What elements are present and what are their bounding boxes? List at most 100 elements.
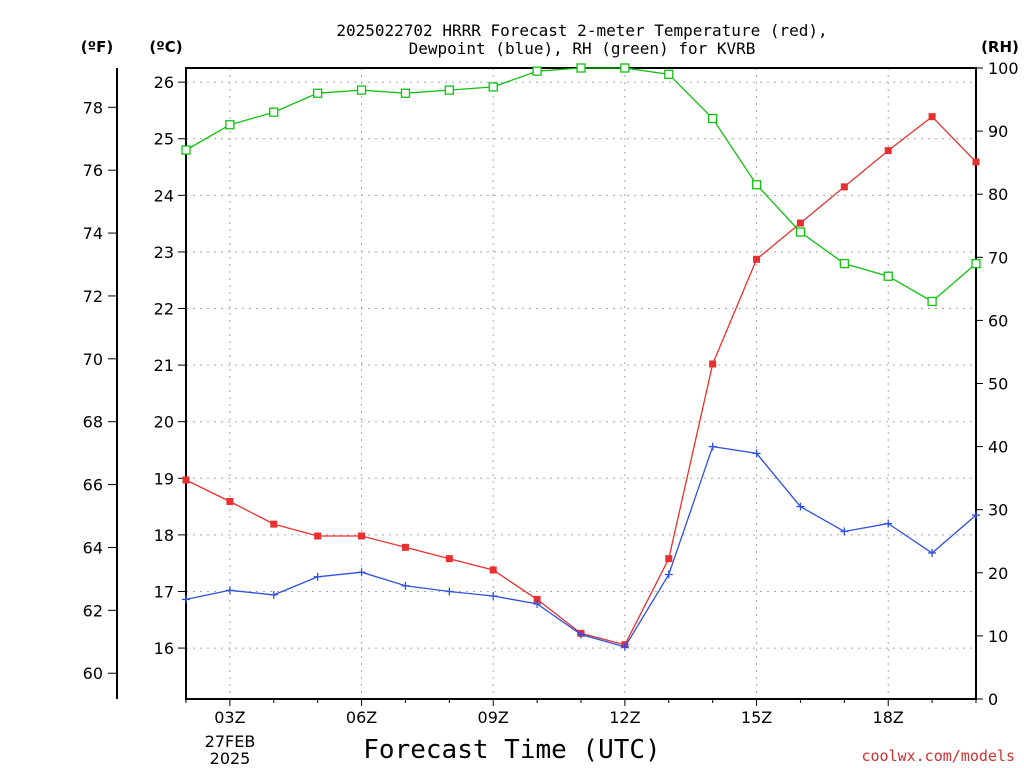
dewpoint-point xyxy=(313,572,322,581)
rh-point xyxy=(927,296,937,307)
temperature-point xyxy=(314,532,322,540)
celsius-axis: 16 17 18 19 20 21 22 23 24 25 26 xyxy=(154,73,186,658)
dewpoint-point xyxy=(357,568,366,577)
rh-tick-label: 50 xyxy=(988,375,1008,394)
x-tick-label: 03Z xyxy=(214,708,245,727)
x-tick-label: 09Z xyxy=(478,708,509,727)
dewpoint-point xyxy=(182,595,190,604)
date-label-year: 2025 xyxy=(210,749,251,768)
fahrenheit-tick-label: 62 xyxy=(83,601,103,620)
temperature-point xyxy=(972,158,980,166)
dewpoint-point xyxy=(577,630,585,639)
fahrenheit-tick-label: 64 xyxy=(83,538,103,557)
x-tick-label: 12Z xyxy=(609,708,640,727)
celsius-tick-label: 21 xyxy=(154,356,174,375)
dewpoint-point xyxy=(445,587,454,596)
rh-point xyxy=(400,88,411,98)
rh-tick-label: 30 xyxy=(988,501,1008,520)
fahrenheit-tick-label: 74 xyxy=(83,224,103,243)
dewpoint-point xyxy=(225,586,234,595)
rh-point xyxy=(620,63,630,73)
celsius-tick-label: 19 xyxy=(154,469,174,488)
rh-tick-label: 20 xyxy=(988,564,1008,583)
rh-tick-label: 0 xyxy=(988,690,998,709)
series-layer xyxy=(181,63,981,651)
fahrenheit-tick-label: 66 xyxy=(83,476,103,495)
rh-tick-label: 80 xyxy=(988,185,1008,204)
temperature-point xyxy=(226,497,234,505)
temperature-point xyxy=(928,113,936,121)
rh-point xyxy=(971,258,981,269)
x-axis: 03Z 06Z 09Z 12Z 15Z 18Z xyxy=(185,699,977,727)
celsius-tick-label: 23 xyxy=(154,243,174,262)
rh-point xyxy=(444,85,454,95)
celsius-tick-label: 17 xyxy=(154,582,174,601)
dewpoint-point xyxy=(489,592,498,601)
chart-title-line1: 2025022702 HRRR Forecast 2-meter Tempera… xyxy=(336,21,827,40)
fahrenheit-tick-label: 72 xyxy=(83,287,103,306)
fahrenheit-tick-label: 70 xyxy=(83,350,103,369)
x-tick-label: 06Z xyxy=(346,708,377,727)
dewpoint-point xyxy=(620,642,629,651)
dewpoint-point xyxy=(928,548,937,557)
chart-title-line2: Dewpoint (blue), RH (green) for KVRB xyxy=(409,39,756,58)
fahrenheit-unit-label: (ºF) xyxy=(81,38,113,56)
celsius-unit-label: (ºC) xyxy=(149,38,182,56)
celsius-tick-label: 22 xyxy=(154,300,174,319)
dewpoint-point xyxy=(752,449,761,458)
rh-axis: 0 10 20 30 40 50 60 70 80 90 100 xyxy=(976,59,1019,709)
grid-lines xyxy=(186,68,976,699)
dewpoint-point xyxy=(269,590,278,599)
rh-tick-label: 60 xyxy=(988,311,1008,330)
credit-label: coolwx.com/models xyxy=(861,747,1015,765)
rh-point xyxy=(839,258,849,269)
rh-point xyxy=(795,227,806,237)
temperature-point xyxy=(401,543,409,551)
rh-tick-label: 10 xyxy=(988,627,1008,646)
dewpoint-point xyxy=(796,502,805,511)
temperature-point xyxy=(445,555,453,563)
rh-tick-label: 100 xyxy=(988,59,1019,78)
celsius-tick-label: 18 xyxy=(154,526,174,545)
rh-tick-label: 40 xyxy=(988,438,1008,457)
dewpoint-point xyxy=(708,442,717,451)
dewpoint-point xyxy=(884,519,893,528)
fahrenheit-tick-label: 60 xyxy=(83,664,103,683)
rh-point xyxy=(225,120,235,130)
temperature-point xyxy=(358,532,366,540)
x-axis-title: Forecast Time (UTC) xyxy=(363,735,660,765)
dewpoint-point xyxy=(533,599,542,608)
rh-point xyxy=(664,69,674,79)
fahrenheit-tick-label: 76 xyxy=(83,161,103,180)
rh-point xyxy=(532,66,542,76)
dewpoint-point xyxy=(664,570,673,579)
celsius-tick-label: 20 xyxy=(154,413,174,432)
rh-tick-label: 90 xyxy=(988,122,1008,141)
celsius-tick-label: 16 xyxy=(154,639,174,658)
fahrenheit-axis: 60 62 64 66 68 70 72 74 76 78 xyxy=(83,98,117,683)
temperature-point xyxy=(489,566,497,574)
celsius-tick-label: 26 xyxy=(154,73,174,92)
x-tick-label: 18Z xyxy=(873,708,904,727)
dewpoint-point xyxy=(972,511,980,520)
temperature-point xyxy=(884,147,892,155)
rh-point xyxy=(883,271,893,281)
rh-unit-label: (RH) xyxy=(981,38,1019,56)
rh-point xyxy=(313,88,323,98)
celsius-tick-label: 25 xyxy=(154,130,174,149)
rh-point xyxy=(576,63,586,73)
temperature-point xyxy=(709,360,717,368)
dewpoint-line xyxy=(185,445,977,648)
dewpoint-point xyxy=(401,581,410,590)
rh-line xyxy=(185,67,977,303)
temperature-point xyxy=(753,255,761,263)
rh-point xyxy=(751,180,762,190)
x-tick-label: 15Z xyxy=(741,708,772,727)
rh-tick-label: 70 xyxy=(988,248,1008,267)
rh-point xyxy=(488,82,498,92)
temperature-point xyxy=(796,219,804,227)
dewpoint-point xyxy=(840,527,849,536)
temperature-line xyxy=(185,115,977,646)
date-label-day: 27FEB xyxy=(205,732,256,751)
